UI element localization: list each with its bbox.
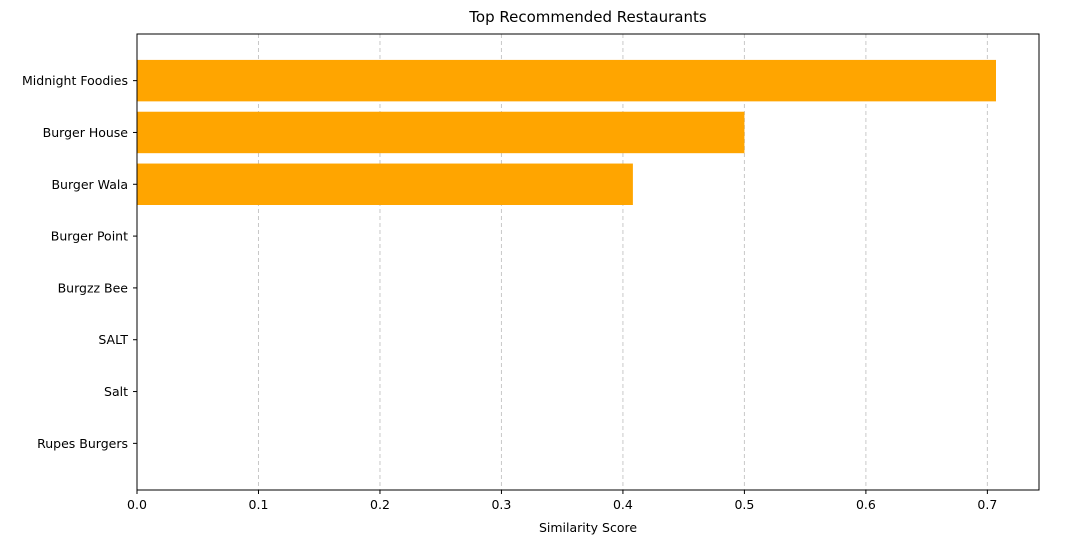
y-tick-label: Burger Wala <box>51 177 128 192</box>
y-ticks: Midnight Foodies Burger House Burger Wala B… <box>22 73 137 451</box>
bar-burger-house <box>137 111 745 154</box>
x-tick-label: 0.6 <box>856 497 876 512</box>
x-tick-label: 0.5 <box>734 497 754 512</box>
bar-layer <box>137 59 996 205</box>
y-tick-label: SALT <box>98 332 128 347</box>
y-tick-label: Burger House <box>43 125 129 140</box>
y-tick-label: Burgzz Bee <box>58 280 129 295</box>
x-tick-label: 0.7 <box>977 497 997 512</box>
x-axis-title: Similarity Score <box>539 520 637 535</box>
axes-layer <box>136 33 1040 491</box>
x-ticks: 0.0 0.1 0.2 0.3 0.4 0.5 0.6 0.7 <box>127 490 997 512</box>
y-tick-label: Salt <box>104 384 128 399</box>
chart-title: Top Recommended Restaurants <box>468 8 707 26</box>
bar-burger-wala <box>137 163 633 205</box>
plot-frame <box>136 33 1040 491</box>
x-tick-label: 0.1 <box>249 497 269 512</box>
y-tick-label: Burger Point <box>51 229 128 244</box>
x-tick-label: 0.4 <box>613 497 633 512</box>
x-tick-label: 0.0 <box>127 497 147 512</box>
x-tick-label: 0.2 <box>370 497 390 512</box>
grid-layer <box>136 34 988 490</box>
bar-midnight-foodies <box>137 59 996 102</box>
y-tick-label: Midnight Foodies <box>22 73 128 88</box>
y-tick-label: Rupes Burgers <box>37 436 128 451</box>
x-tick-label: 0.3 <box>491 497 511 512</box>
